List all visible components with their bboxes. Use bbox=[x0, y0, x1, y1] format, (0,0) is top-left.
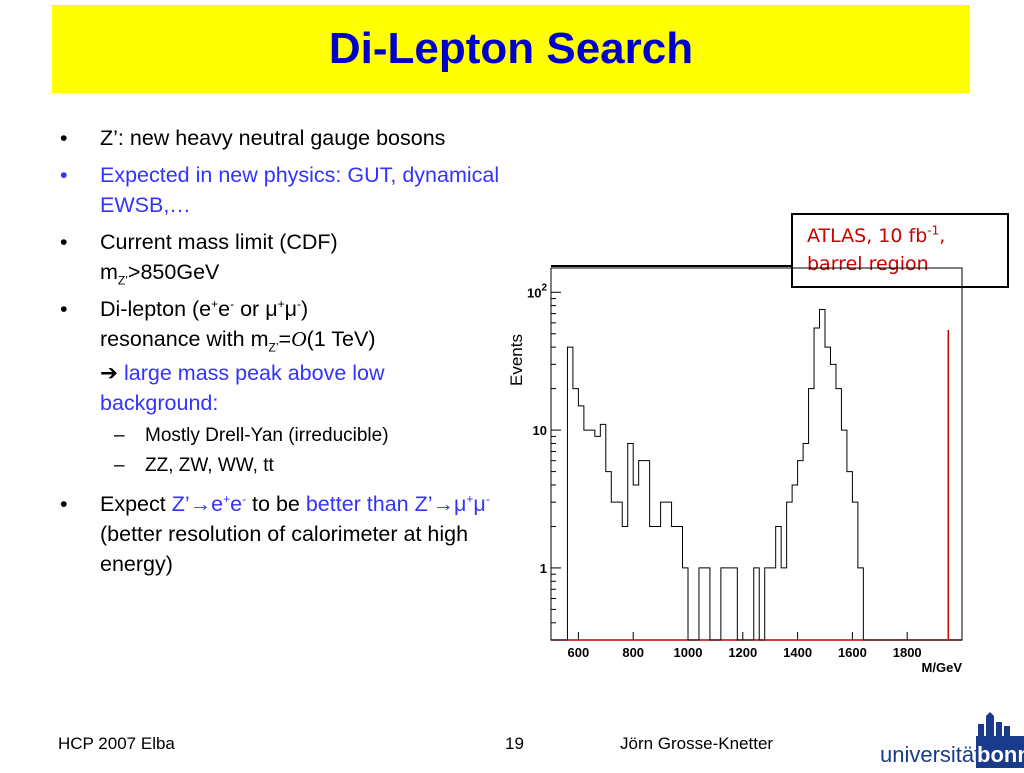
x-tick-label: 1600 bbox=[838, 645, 867, 660]
y-tick-label: 10 bbox=[533, 423, 547, 438]
footer-author: Jörn Grosse-Knetter bbox=[620, 734, 774, 753]
logo-text: universität bbox=[880, 742, 980, 767]
dash: – bbox=[114, 425, 125, 446]
slide-title: Di-Lepton Search bbox=[328, 24, 694, 73]
superscript: + bbox=[466, 491, 474, 506]
superscript: - bbox=[485, 491, 490, 506]
text-fragment: (1 TeV) bbox=[306, 327, 376, 351]
bullet-3: • Current mass limit (CDF) mZ’>850GeV bbox=[58, 227, 508, 287]
bullet-4: • Di-lepton (e+e- or μ+μ-) resonance wit… bbox=[58, 294, 508, 354]
plot-frame bbox=[550, 267, 963, 641]
bullet-dot: • bbox=[60, 230, 68, 254]
arrow-line: ➔ large mass peak above low background: bbox=[58, 358, 508, 418]
subscript: Z’ bbox=[268, 340, 279, 355]
text-fragment: e bbox=[218, 297, 231, 321]
arrow-text: large mass peak above low background: bbox=[100, 361, 385, 415]
bullet-text: Expected in new physics: GUT, dynamical … bbox=[100, 163, 500, 217]
callout-comma: , bbox=[939, 225, 946, 247]
arrow-icon: ➔ bbox=[100, 361, 119, 385]
bullet-text: Current mass limit (CDF) bbox=[100, 230, 338, 254]
x-tick-label: 1200 bbox=[728, 645, 757, 660]
superscript: - bbox=[296, 296, 301, 311]
superscript: + bbox=[211, 296, 219, 311]
bullet-2: • Expected in new physics: GUT, dynamica… bbox=[58, 160, 508, 220]
text-fragment: or μ bbox=[234, 297, 278, 321]
text-fragment: resonance with m bbox=[100, 327, 269, 351]
superscript: - bbox=[230, 296, 235, 311]
y-axis-label: Events bbox=[507, 334, 526, 386]
mass-histogram: 600 800 1000 1200 1400 1600 1800 1 10 102 M/GeV Eve… bbox=[507, 267, 963, 675]
superscript: + bbox=[277, 296, 285, 311]
text-fragment: e bbox=[230, 492, 243, 516]
callout-line-1: ATLAS, 10 fb bbox=[807, 225, 928, 247]
y-tick-label: 1 bbox=[540, 561, 547, 576]
callout-superscript: -1 bbox=[927, 223, 940, 238]
y-tick-exponent: 2 bbox=[541, 282, 547, 293]
bullet-dot: • bbox=[60, 126, 68, 150]
dash: – bbox=[114, 455, 125, 476]
logo-bold-text: bonn bbox=[977, 742, 1024, 767]
title-bar: Di-Lepton Search bbox=[52, 5, 970, 93]
bullet-dot: • bbox=[60, 297, 68, 321]
callout-connector-line bbox=[551, 265, 791, 267]
bullet-list: • Z’: new heavy neutral gauge bosons • E… bbox=[58, 123, 508, 586]
sub-bullet-text: ZZ, ZW, WW, tt bbox=[145, 455, 274, 476]
text-fragment: Expect bbox=[100, 492, 172, 516]
sub-bullet-text: Mostly Drell-Yan (irreducible) bbox=[145, 425, 389, 446]
text-fragment: = bbox=[278, 327, 292, 351]
superscript: - bbox=[242, 491, 247, 506]
x-tick-label: 1400 bbox=[783, 645, 812, 660]
bullet-dot: • bbox=[60, 163, 68, 187]
text-fragment: Z’→e bbox=[171, 492, 224, 516]
sub-bullet-1: – Mostly Drell-Yan (irreducible) bbox=[58, 421, 508, 451]
x-tick-label: 1000 bbox=[674, 645, 703, 660]
big-o-symbol: O bbox=[291, 327, 307, 351]
bullet-text: Z’: new heavy neutral gauge bosons bbox=[100, 126, 446, 150]
x-tick-label: 1800 bbox=[893, 645, 922, 660]
superscript: + bbox=[223, 491, 231, 506]
text-fragment: better than Z’→μ bbox=[305, 492, 467, 516]
y-tick-label: 102 bbox=[527, 282, 547, 300]
text-fragment: μ bbox=[473, 492, 486, 516]
text-fragment: Di-lepton (e bbox=[100, 297, 212, 321]
text-fragment: ) bbox=[300, 297, 309, 321]
mass-symbol: m bbox=[100, 260, 118, 284]
footer-page-number: 19 bbox=[505, 734, 524, 753]
bullet-5: • Expect Z’→e+e- to be better than Z’→μ+… bbox=[58, 489, 508, 579]
x-axis-label: M/GeV bbox=[922, 660, 963, 675]
histogram-series bbox=[551, 308, 962, 641]
subscript: Z’ bbox=[117, 273, 128, 288]
callout-line-2: barrel region bbox=[807, 253, 929, 275]
bonn-logo-icon: universität bonn bbox=[880, 712, 1024, 768]
bullet-1: • Z’: new heavy neutral gauge bosons bbox=[58, 123, 508, 153]
mass-limit: >850GeV bbox=[127, 260, 220, 284]
university-logo: universität bonn bbox=[878, 712, 1024, 768]
x-tick-label: 600 bbox=[568, 645, 590, 660]
text-fragment: μ bbox=[284, 297, 297, 321]
x-tick-label: 800 bbox=[622, 645, 644, 660]
bullet-dot: • bbox=[60, 492, 68, 516]
atlas-callout-box: ATLAS, 10 fb-1, barrel region bbox=[791, 213, 1009, 288]
footer-conference: HCP 2007 Elba bbox=[58, 734, 175, 753]
text-fragment: (better resolution of calorimeter at hig… bbox=[100, 522, 469, 576]
sub-bullet-2: – ZZ, ZW, WW, tt bbox=[58, 451, 508, 481]
text-fragment: to be bbox=[246, 492, 306, 516]
